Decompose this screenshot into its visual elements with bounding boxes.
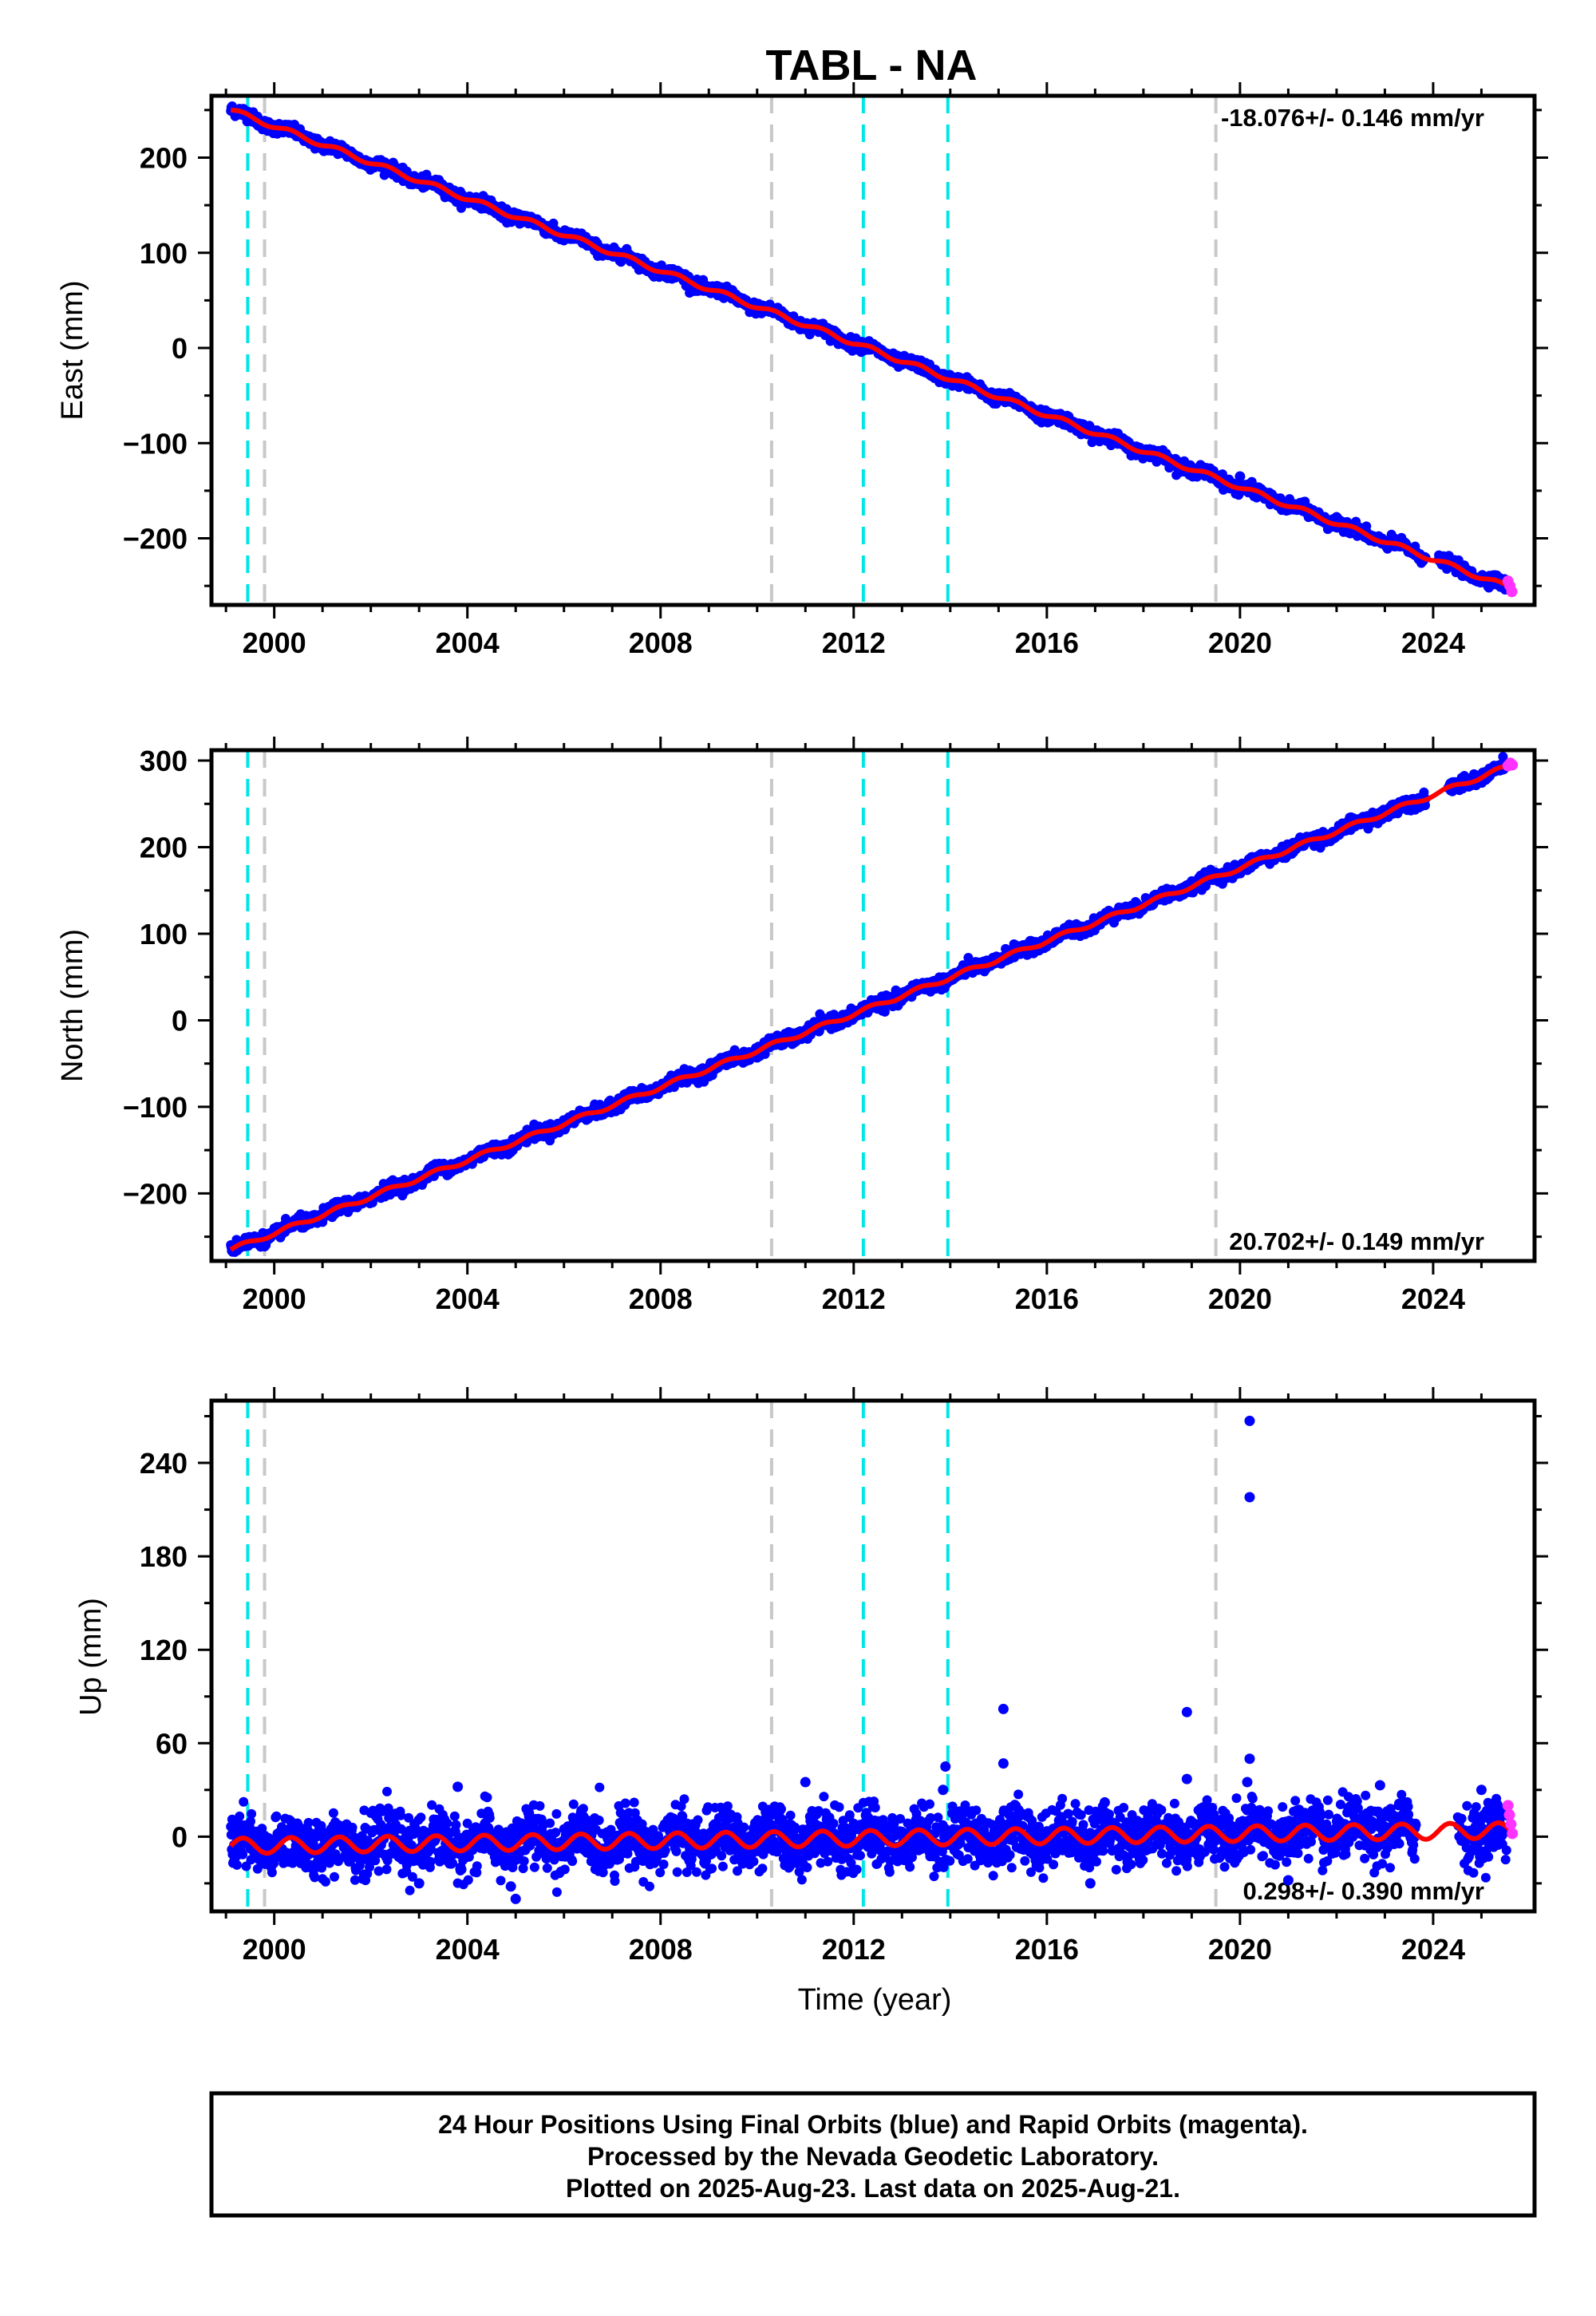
panel-east-frame [209, 93, 1537, 607]
panel-north: North (mm) 20.702+/- 0.149 mm/yr 2000 200… [56, 737, 1548, 1315]
y-tick-label: 0 [172, 332, 188, 365]
figure-title: TABL - NA [766, 41, 978, 89]
y-tick-label: 200 [140, 142, 188, 175]
x-tick-label: 2004 [436, 626, 500, 659]
panel-north-ylabel: North (mm) [56, 929, 89, 1082]
panel-east-model-line [230, 107, 1514, 591]
panel-east-y-ticks: −200 −100 0 100 200 [123, 109, 1548, 587]
panel-north-rate: 20.702+/- 0.149 mm/yr [1229, 1227, 1484, 1255]
outlier-point [1235, 471, 1246, 482]
panel-east-rapid-orbit-points [1502, 575, 1518, 598]
x-tick-label: 2008 [629, 626, 693, 659]
y-tick-label: −100 [123, 427, 188, 460]
y-tick-label: 100 [140, 237, 188, 270]
panel-east-x-ticks: 2000 2004 2008 2012 2016 2020 2024 [224, 82, 1483, 659]
x-tick-label: 2016 [1015, 626, 1079, 659]
y-tick-label: −200 [123, 523, 188, 555]
panel-east-ylabel: East (mm) [56, 280, 89, 420]
panel-east-rate: -18.076+/- 0.146 mm/yr [1221, 104, 1484, 132]
x-tick-label: 2000 [243, 626, 306, 659]
panel-north-plot-area [226, 750, 1519, 1261]
panel-east: East (mm) -18.076+/- 0.146 mm/yr 2000 200… [56, 82, 1548, 659]
rapid-point [1506, 586, 1518, 598]
x-tick-label: 2020 [1208, 626, 1272, 659]
panel-east-plot-area [226, 96, 1518, 605]
x-tick-label: 2024 [1401, 626, 1465, 659]
x-tick-label: 2012 [822, 626, 886, 659]
